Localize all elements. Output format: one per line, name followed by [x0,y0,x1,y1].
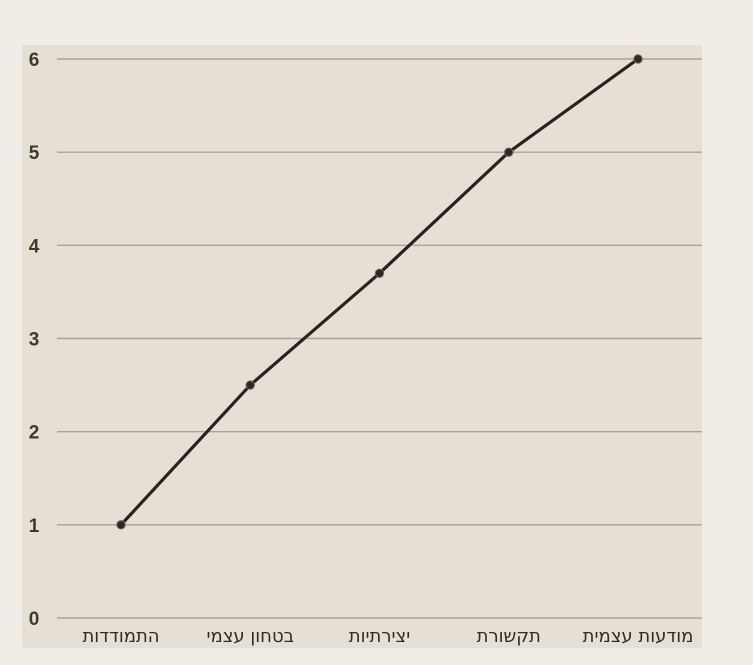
x-tick-label: התמודדות [82,626,159,647]
x-tick-label: תקשורת [477,626,541,647]
x-axis-labels: התמודדות בטחון עצמי יצירתיות תקשורת מודעות ע… [82,626,693,647]
y-axis-ticks: 0 1 2 3 4 5 6 [29,50,40,630]
y-tick-label: 6 [29,50,40,71]
background-photo [22,45,702,648]
data-point [374,268,385,278]
data-point [633,54,643,64]
data-point [245,380,255,390]
y-tick-label: 1 [29,516,40,537]
data-point [116,520,126,530]
x-tick-label: בטחון עצמי [206,626,294,647]
y-tick-label: 2 [29,423,40,444]
y-tick-label: 3 [29,330,40,351]
grid-lines [57,58,702,619]
data-point [504,147,514,157]
y-tick-label: 5 [29,143,40,164]
y-tick-label: 0 [29,609,40,630]
data-points [116,54,643,530]
x-tick-label: מודעות עצמית [583,626,694,647]
y-tick-label: 4 [29,236,40,257]
x-tick-label: יצירתיות [349,626,410,647]
